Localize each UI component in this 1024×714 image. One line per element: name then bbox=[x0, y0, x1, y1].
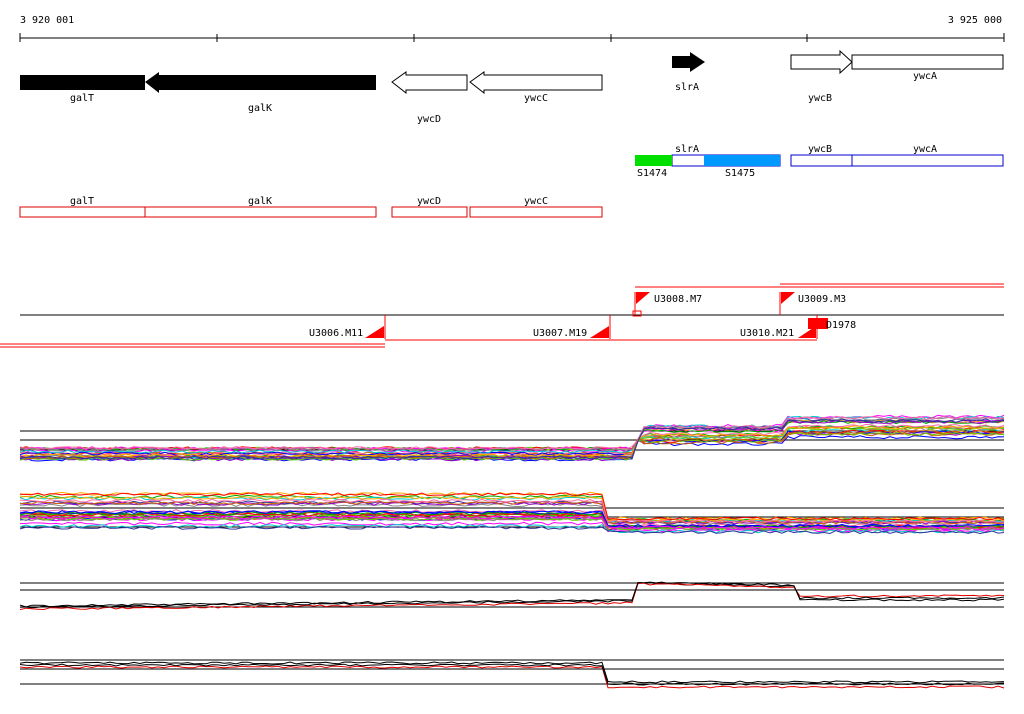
expression-trace bbox=[19, 525, 1005, 535]
cds-label-galT: galT bbox=[70, 196, 94, 207]
gene-label-ywcB: ywcB bbox=[808, 93, 832, 104]
expression-trace-black bbox=[19, 663, 1005, 686]
cds-label-galK: galK bbox=[248, 196, 272, 207]
segment-gene-label-ywcB: ywcB bbox=[808, 144, 832, 155]
segment-label-S1475: S1475 bbox=[725, 168, 755, 179]
expression-trace-black bbox=[19, 581, 1005, 609]
expression-trace bbox=[19, 418, 1005, 460]
gene-label-ywcA: ywcA bbox=[913, 71, 937, 82]
segment-gene-label-slrA: slrA bbox=[675, 144, 699, 155]
expression-trace bbox=[19, 510, 1005, 528]
gene-label-ywcD: ywcD bbox=[417, 114, 441, 125]
expression-trace-black bbox=[19, 661, 1005, 684]
cds-label-ywcD: ywcD bbox=[417, 196, 441, 207]
expression-trace bbox=[19, 415, 1005, 451]
gene-arrow-galK[interactable] bbox=[145, 72, 376, 93]
gene-arrow-ywcD[interactable] bbox=[391, 71, 468, 95]
segment-box-ywcA bbox=[851, 154, 1004, 167]
cds-track: galT galK ywcD ywcC bbox=[19, 196, 603, 218]
cds-box-ywcC[interactable] bbox=[469, 206, 603, 218]
flag-icon bbox=[365, 326, 384, 338]
feature-box-D1978[interactable] bbox=[808, 318, 828, 329]
expression-trace bbox=[19, 416, 1005, 452]
gene-arrow-ywcC[interactable] bbox=[469, 71, 603, 95]
gene-label-ywcC: ywcC bbox=[524, 93, 548, 104]
expression-trace bbox=[19, 491, 1005, 521]
expression-trace bbox=[19, 524, 1005, 534]
cds-label-ywcC: ywcC bbox=[524, 196, 548, 207]
expression-trace bbox=[19, 498, 1005, 524]
segment-S1475[interactable] bbox=[704, 155, 780, 166]
gene-arrow-ywcA[interactable] bbox=[851, 54, 1004, 70]
flag-icon bbox=[590, 326, 609, 338]
feature-track: U3008.M7 U3009.M3 U3006.M11 U3007.M19 U3… bbox=[0, 283, 1004, 348]
ruler-end-label: 3 925 000 bbox=[948, 15, 1002, 26]
segment-S1474[interactable] bbox=[635, 155, 672, 166]
segment-gene-label-ywcA: ywcA bbox=[913, 144, 937, 155]
expression-trace bbox=[19, 521, 1005, 533]
ruler-start-label: 3 920 001 bbox=[20, 15, 74, 26]
segment-track: slrA ywcB ywcA S1474 S1475 bbox=[635, 144, 1004, 179]
expression-trace-red bbox=[19, 665, 1005, 689]
coordinate-ruler: 3 920 001 3 925 000 bbox=[19, 15, 1005, 42]
expression-trace bbox=[19, 432, 1005, 461]
gene-arrow-slrA[interactable] bbox=[672, 52, 705, 72]
gene-label-galT: galT bbox=[70, 93, 94, 104]
expression-trace bbox=[19, 500, 1005, 525]
flag-icon bbox=[781, 292, 795, 304]
expression-panels bbox=[19, 414, 1005, 689]
feature-label-D1978[interactable]: D1978 bbox=[826, 320, 856, 331]
cds-box-galK[interactable] bbox=[144, 206, 377, 218]
expression-trace-red bbox=[19, 582, 1005, 611]
expression-trace bbox=[19, 516, 1005, 531]
feature-label-U3006[interactable]: U3006.M11 bbox=[309, 328, 363, 339]
flag-icon bbox=[636, 292, 650, 304]
feature-label-U3008[interactable]: U3008.M7 bbox=[654, 294, 702, 305]
gene-arrow-galT[interactable] bbox=[20, 75, 145, 90]
feature-label-U3009[interactable]: U3009.M3 bbox=[798, 294, 846, 305]
expression-trace bbox=[19, 515, 1005, 530]
expression-trace bbox=[19, 425, 1005, 458]
gene-arrow-ywcB[interactable] bbox=[790, 49, 853, 75]
expression-trace-black bbox=[19, 581, 1005, 608]
cds-box-ywcD[interactable] bbox=[391, 206, 468, 218]
segment-box-ywcB bbox=[790, 154, 853, 167]
feature-label-U3010[interactable]: U3010.M21 bbox=[740, 328, 794, 339]
cds-box-galT[interactable] bbox=[19, 206, 146, 218]
expression-trace bbox=[19, 492, 1005, 521]
feature-label-U3007[interactable]: U3007.M19 bbox=[533, 328, 587, 339]
gene-track: galT galK ywcD ywcC slrA ywcB ywcA bbox=[20, 49, 1004, 125]
gene-label-slrA: slrA bbox=[675, 82, 699, 93]
feature-marker bbox=[632, 310, 642, 317]
segment-label-S1474: S1474 bbox=[637, 168, 667, 179]
expression-trace bbox=[19, 512, 1005, 529]
gene-label-galK: galK bbox=[248, 103, 272, 114]
